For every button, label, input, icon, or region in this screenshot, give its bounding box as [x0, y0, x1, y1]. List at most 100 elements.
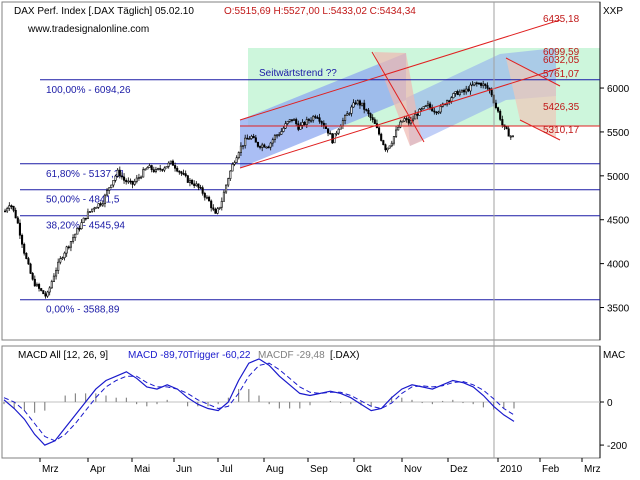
candle-body: [191, 180, 194, 185]
candle-body: [412, 118, 415, 121]
candle-body: [386, 147, 389, 151]
candle-body: [497, 107, 500, 112]
candle-body: [358, 100, 361, 106]
candle: [465, 85, 468, 95]
candle: [97, 203, 100, 209]
candle-body: [276, 134, 279, 137]
candle: [50, 279, 53, 289]
candle: [256, 141, 259, 148]
candle-body: [6, 208, 9, 212]
candle-body: [424, 105, 427, 107]
candle: [424, 104, 427, 107]
candle-body: [184, 173, 187, 177]
x-tick-label: Jun: [176, 464, 192, 475]
candle-body: [429, 103, 432, 108]
candle-body: [8, 205, 11, 209]
candle: [176, 166, 179, 173]
candle-body: [390, 142, 393, 147]
candle-body: [392, 136, 395, 144]
candle: [195, 181, 198, 187]
candle: [178, 170, 181, 175]
candle: [52, 273, 55, 283]
candle-body: [439, 106, 442, 113]
candle: [38, 282, 41, 292]
candle: [120, 172, 123, 180]
candle-body: [505, 126, 508, 130]
candle: [463, 88, 466, 96]
candle: [29, 262, 32, 274]
candle: [237, 151, 240, 160]
candle: [222, 189, 225, 202]
candle-body: [509, 135, 512, 138]
candle-body: [46, 291, 49, 297]
candle-body: [103, 194, 106, 204]
candle: [99, 201, 102, 207]
candle: [458, 89, 461, 97]
candle: [350, 104, 353, 117]
candle: [193, 180, 196, 189]
candle-body: [267, 146, 270, 149]
candle: [140, 175, 143, 180]
candle-body: [114, 175, 117, 181]
candle-body: [205, 196, 208, 199]
candle: [378, 126, 381, 136]
candle-body: [86, 211, 89, 219]
candle: [312, 115, 315, 123]
candle-body: [248, 138, 251, 140]
macd-tick-label: -200: [607, 441, 627, 452]
candle: [435, 111, 438, 116]
candle: [69, 240, 72, 252]
candle-body: [399, 121, 402, 128]
candle: [33, 275, 36, 287]
macd-symbol-label: [.DAX): [330, 350, 359, 361]
candle-body: [127, 180, 130, 183]
candle-body: [80, 222, 83, 230]
candle-body: [182, 173, 185, 175]
candle-body: [499, 110, 502, 120]
fibonacci-label: 50,00% - 4841,5: [46, 195, 120, 206]
candle-body: [129, 180, 132, 183]
x-tick-label: Aug: [266, 464, 284, 475]
candle: [509, 135, 512, 140]
candle-body: [44, 293, 47, 297]
candle: [471, 81, 474, 87]
candle-body: [157, 168, 160, 170]
candle-body: [165, 166, 168, 169]
candle: [450, 96, 453, 104]
candle-body: [337, 128, 340, 134]
candle-body: [99, 203, 102, 206]
candle-body: [456, 91, 459, 95]
candle: [267, 145, 270, 149]
candle: [12, 205, 15, 213]
candle: [14, 207, 17, 219]
candle: [72, 234, 75, 244]
candle-body: [331, 133, 334, 144]
candle: [186, 174, 189, 184]
candle: [93, 206, 96, 213]
candle: [63, 251, 66, 261]
candle: [42, 290, 45, 295]
candle: [390, 140, 393, 148]
candle-body: [140, 176, 143, 179]
candle: [497, 106, 500, 113]
candle: [331, 132, 334, 145]
fibonacci-label: 100,00% - 6094,26: [46, 85, 131, 96]
candle-body: [365, 109, 368, 111]
candle: [250, 134, 253, 140]
candle: [35, 282, 38, 287]
candle: [214, 207, 217, 214]
candle: [314, 114, 317, 119]
candle-body: [50, 281, 53, 289]
candle-body: [354, 102, 357, 105]
candle: [473, 82, 476, 87]
price-level-label: 6032,05: [543, 55, 580, 66]
price-tick-label: 4500: [607, 216, 630, 227]
candle-body: [388, 145, 391, 149]
candle: [125, 178, 128, 185]
candle: [369, 112, 372, 121]
candle-body: [65, 246, 68, 254]
candle: [84, 217, 87, 221]
candle-body: [314, 116, 317, 118]
candle-body: [67, 246, 70, 249]
